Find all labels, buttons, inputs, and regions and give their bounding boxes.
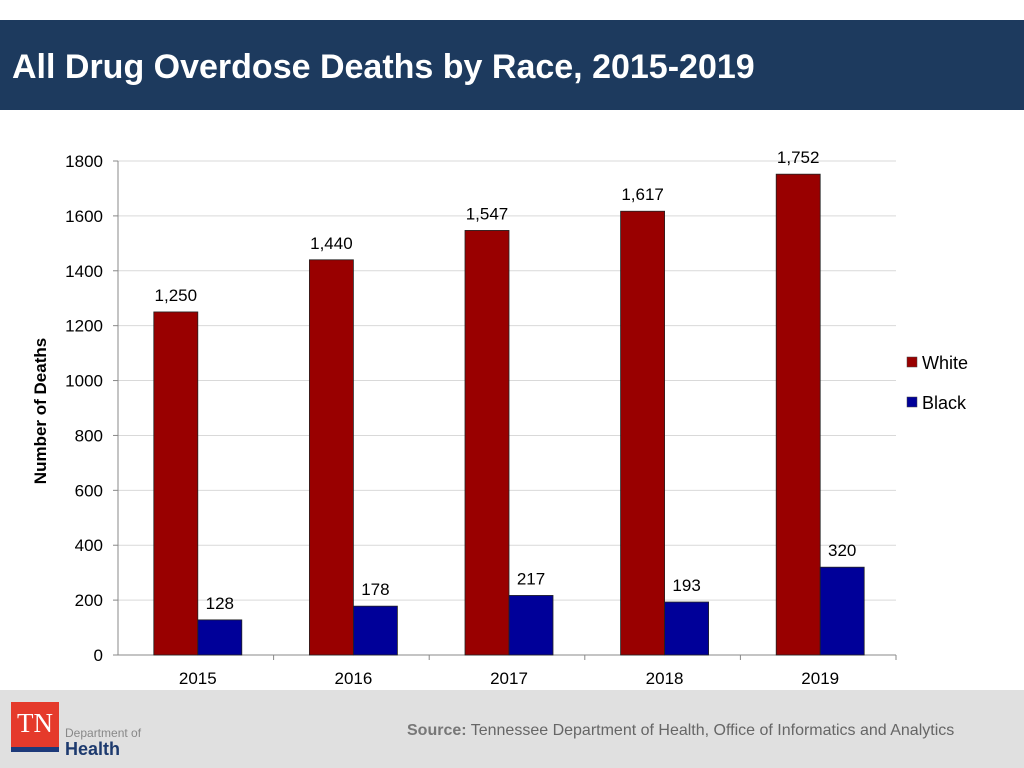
- data-label: 1,547: [466, 204, 509, 223]
- y-tick-label: 1200: [65, 317, 103, 336]
- bar-black: [197, 619, 243, 656]
- legend-swatch: [906, 356, 918, 368]
- source-note: Source: Tennessee Department of Health, …: [407, 722, 954, 740]
- y-tick-label: 0: [94, 646, 103, 665]
- x-tick-label: 2019: [801, 669, 839, 688]
- x-tick-label: 2016: [334, 669, 372, 688]
- data-label: 193: [672, 576, 700, 595]
- y-tick-label: 800: [75, 426, 103, 445]
- bar-black: [664, 601, 709, 656]
- y-tick-label: 1800: [65, 152, 103, 171]
- legend-label: White: [922, 353, 968, 373]
- data-label: 178: [361, 580, 389, 599]
- y-tick-label: 1600: [65, 207, 103, 226]
- x-tick-label: 2017: [490, 669, 528, 688]
- source-text: Tennessee Department of Health, Office o…: [470, 722, 955, 739]
- dept-label: Department of: [65, 726, 142, 740]
- bar-black: [352, 605, 398, 656]
- footer: TN Department of Health Source: Tennesse…: [0, 690, 1024, 768]
- bar-black: [508, 595, 554, 656]
- legend-swatch: [906, 396, 918, 408]
- bar-black: [819, 566, 865, 656]
- data-label: 128: [206, 594, 234, 613]
- y-tick-label: 600: [75, 481, 103, 500]
- y-axis-title: Number of Deaths: [31, 338, 50, 484]
- bar-white: [308, 259, 354, 656]
- data-label: 1,250: [155, 286, 198, 305]
- title-bar: All Drug Overdose Deaths by Race, 2015-2…: [0, 20, 1024, 110]
- bar-white: [620, 210, 665, 656]
- data-label: 1,440: [310, 234, 353, 253]
- data-label: 320: [828, 541, 856, 560]
- y-tick-label: 1000: [65, 372, 103, 391]
- page-title: All Drug Overdose Deaths by Race, 2015-2…: [12, 48, 755, 86]
- logo-text: TN: [17, 708, 53, 738]
- data-label: 1,752: [777, 148, 820, 167]
- x-tick-label: 2018: [646, 669, 684, 688]
- y-tick-label: 200: [75, 591, 103, 610]
- y-tick-label: 1400: [65, 262, 103, 281]
- y-tick-label: 400: [75, 536, 103, 555]
- bar-white: [775, 173, 821, 656]
- legend-label: Black: [922, 393, 967, 413]
- source-label: Source:: [407, 722, 467, 739]
- data-label: 217: [517, 569, 545, 588]
- bar-white: [153, 311, 199, 656]
- x-tick-label: 2015: [179, 669, 217, 688]
- health-label: Health: [65, 739, 121, 759]
- logo-underline: [11, 747, 59, 752]
- data-label: 1,617: [621, 185, 664, 204]
- bar-white: [464, 230, 510, 656]
- bar-chart: 0 200 400 600 800 1000 1200 1400 1600 1800 Number …: [31, 148, 968, 688]
- tn-logo: TN: [11, 702, 59, 751]
